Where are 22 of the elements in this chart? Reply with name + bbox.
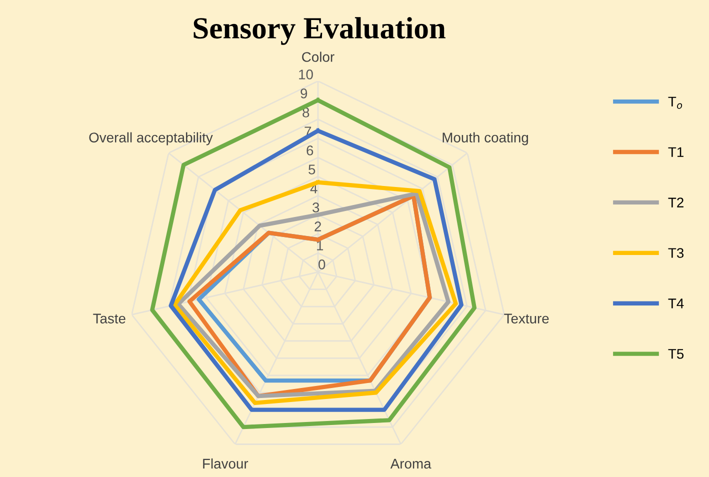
legend-label: T$_{o}$ [668, 96, 682, 109]
y-tick-label: 10 [299, 70, 313, 80]
legend-label: T1 [668, 147, 684, 157]
spoke-label: Overall acceptability [89, 132, 213, 146]
y-tick-label: 3 [312, 202, 320, 212]
legend-label: T5 [668, 349, 684, 359]
legend-label: T3 [668, 248, 684, 258]
spoke-label: Taste [93, 314, 126, 324]
y-tick-label: 5 [308, 164, 316, 174]
chart-title: Sensory Evaluation [194, 17, 446, 45]
y-tick-label: 9 [300, 88, 308, 98]
y-tick-label: 0 [318, 260, 326, 270]
y-tick-label: 2 [314, 222, 322, 232]
spoke-label: Aroma [390, 458, 432, 469]
spoke-label: Texture [504, 314, 549, 324]
y-tick-label: 6 [306, 146, 314, 156]
spoke-label: Mouth coating [442, 132, 528, 146]
y-tick-label: 1 [317, 240, 324, 250]
spoke-label: Flavour [203, 458, 248, 469]
spoke-label: Color [302, 52, 334, 62]
legend-label: T4 [668, 298, 684, 308]
legend-label: T2 [668, 198, 684, 208]
